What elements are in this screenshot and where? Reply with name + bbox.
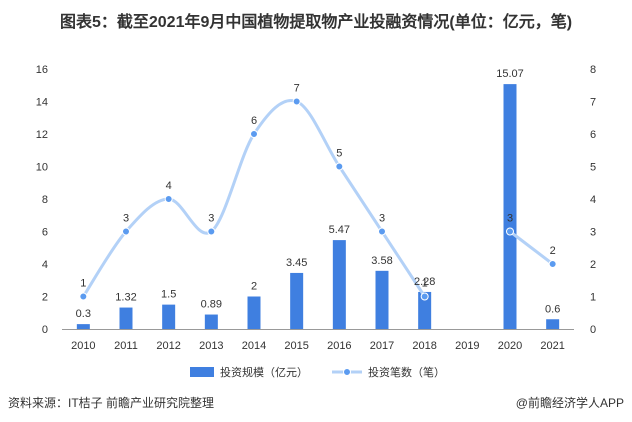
- y-right-tick-label: 7: [590, 97, 596, 109]
- y-left-tick-label: 12: [36, 129, 48, 141]
- legend-bar-label: 投资规模（亿元）: [220, 365, 308, 379]
- bar-data-label: 15.07: [496, 68, 524, 80]
- line-point: [548, 260, 557, 268]
- line-point: [506, 227, 514, 236]
- count-series-line: [82, 98, 426, 298]
- bar-data-label: 1.32: [115, 292, 136, 304]
- x-tick-label: 2016: [327, 340, 351, 352]
- line-data-label: 3: [379, 213, 385, 225]
- bar: [162, 304, 176, 329]
- chart-title: 图表5：截至2021年9月中国植物提取物产业投融资情况(单位：亿元，笔): [59, 14, 573, 31]
- source-note: 资料来源：IT桔子 前瞻产业研究院整理: [8, 396, 214, 410]
- y-left-tick-label: 14: [36, 97, 48, 109]
- bar: [418, 291, 432, 329]
- x-tick-label: 2019: [455, 340, 479, 352]
- y-right-tick-label: 1: [590, 292, 596, 304]
- x-tick-label: 2013: [199, 340, 223, 352]
- y-left-tick-label: 8: [42, 194, 48, 206]
- bar: [290, 272, 304, 329]
- x-tick-label: 2018: [412, 340, 436, 352]
- line-data-label: 1: [422, 278, 428, 290]
- bar-data-label: 0.6: [545, 303, 560, 315]
- line-data-label: 3: [123, 213, 129, 225]
- bar-data-label: 3.58: [371, 255, 392, 267]
- y-left-tick-label: 16: [36, 64, 48, 76]
- bar: [247, 296, 261, 329]
- x-tick-label: 2020: [498, 340, 522, 352]
- bar: [332, 240, 346, 329]
- line-point: [207, 227, 216, 236]
- line-data-label: 1: [80, 278, 86, 290]
- bar-data-label: 3.45: [286, 257, 307, 269]
- line-data-label: 5: [336, 148, 342, 160]
- x-tick-label: 2017: [370, 340, 394, 352]
- x-tick-label: 2012: [156, 340, 180, 352]
- y-left-tick-label: 6: [42, 227, 48, 239]
- y-right-tick-label: 8: [590, 64, 596, 76]
- x-tick-label: 2014: [242, 340, 266, 352]
- line-data-label: 6: [251, 115, 257, 127]
- legend-line-marker: [343, 368, 351, 376]
- line-point: [79, 292, 88, 301]
- y-right-tick-label: 6: [590, 129, 596, 141]
- y-right-tick-label: 3: [590, 227, 596, 239]
- x-tick-label: 2010: [71, 340, 95, 352]
- brand-credit: @前瞻经济学人APP: [515, 396, 624, 410]
- legend-line-label: 投资笔数（笔）: [368, 365, 445, 379]
- line-point: [250, 130, 258, 138]
- bar: [503, 84, 517, 329]
- bar-data-label: 2.28: [414, 276, 435, 288]
- line-data-label: 4: [166, 180, 172, 192]
- x-tick-label: 2011: [114, 340, 138, 352]
- bar-data-label: 5.47: [329, 224, 350, 236]
- line-data-label: 3: [208, 213, 214, 225]
- line-data-label: 3: [507, 213, 513, 225]
- line-data-label: 2: [550, 245, 556, 257]
- line-point: [335, 162, 344, 171]
- line-point: [122, 227, 130, 236]
- y-left-tick-label: 10: [36, 162, 48, 174]
- bar-data-label: 0.89: [201, 299, 222, 311]
- bar-data-label: 2: [251, 281, 257, 293]
- line-data-label: 7: [294, 83, 300, 95]
- y-right-tick-label: 0: [590, 324, 596, 336]
- y-left-tick-label: 4: [42, 259, 48, 271]
- x-tick-label: 2015: [284, 340, 308, 352]
- legend-bar-swatch: [190, 367, 214, 377]
- bar: [204, 314, 218, 329]
- y-right-tick-label: 5: [590, 162, 596, 174]
- x-tick-label: 2021: [540, 340, 564, 352]
- y-left-tick-label: 0: [42, 324, 48, 336]
- line-point: [420, 292, 429, 301]
- y-right-tick-label: 4: [590, 194, 596, 206]
- bar: [375, 270, 389, 329]
- line-point: [164, 195, 173, 203]
- line-point: [378, 227, 386, 236]
- bar-data-label: 1.5: [161, 289, 176, 301]
- bar: [119, 307, 133, 329]
- y-right-tick-label: 2: [590, 259, 596, 271]
- bar: [76, 324, 90, 329]
- bar-data-label: 0.3: [76, 308, 91, 320]
- bar: [546, 319, 560, 329]
- y-left-tick-label: 2: [42, 292, 48, 304]
- line-point: [292, 97, 301, 106]
